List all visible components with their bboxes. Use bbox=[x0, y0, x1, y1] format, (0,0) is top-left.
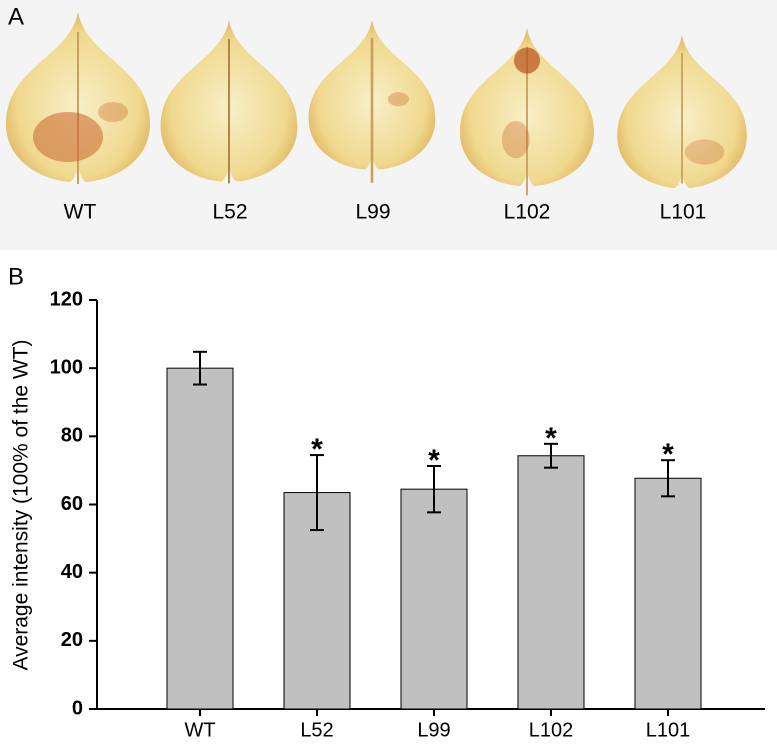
significance-marker: * bbox=[311, 433, 323, 466]
error-bar bbox=[661, 459, 675, 498]
leaf-label: L99 bbox=[355, 201, 390, 224]
leaf bbox=[460, 28, 594, 196]
significance-marker: * bbox=[428, 444, 440, 477]
leaf-labels: WT L52 L99 L102 L101 bbox=[64, 201, 707, 224]
leaves bbox=[6, 12, 747, 196]
bar bbox=[166, 367, 234, 710]
y-tick-label: 60 bbox=[61, 493, 83, 515]
leaf-label: L52 bbox=[212, 201, 247, 224]
bar bbox=[400, 488, 468, 710]
plot: 0 20 40 60 80 100 120 WT L52 * L99 * L102 * L101 * bbox=[50, 288, 765, 741]
significance-marker: * bbox=[545, 422, 557, 455]
significance-marker: * bbox=[662, 438, 674, 471]
error-bar bbox=[310, 454, 324, 532]
x-tick-label: L99 bbox=[417, 719, 450, 741]
x-tick-label: L52 bbox=[300, 719, 333, 741]
error-bar bbox=[193, 350, 207, 386]
bar bbox=[517, 455, 585, 710]
y-tick-label: 40 bbox=[61, 561, 83, 583]
y-tick-label: 100 bbox=[50, 356, 83, 378]
leaf bbox=[160, 20, 298, 184]
error-bar bbox=[427, 464, 441, 514]
leaf-label: WT bbox=[64, 201, 97, 224]
y-tick-label: 120 bbox=[50, 288, 83, 310]
leaf-label: L102 bbox=[504, 201, 551, 224]
bar bbox=[634, 477, 702, 710]
x-tick-label: L101 bbox=[646, 719, 691, 741]
x-tick-label: WT bbox=[184, 719, 215, 741]
error-bar bbox=[544, 442, 558, 469]
panel-label: A bbox=[8, 3, 24, 30]
y-tick-label: 80 bbox=[61, 425, 83, 447]
y-tick-label: 0 bbox=[72, 697, 83, 719]
panel-label: B bbox=[8, 263, 24, 290]
leaf-label: L101 bbox=[660, 201, 707, 224]
y-axis-label: Average intensity (100% of the WT) bbox=[10, 339, 33, 670]
y-tick-label: 20 bbox=[61, 629, 83, 651]
leaf bbox=[6, 12, 150, 184]
leaf bbox=[617, 35, 747, 188]
leaf bbox=[308, 20, 436, 183]
x-tick-label: L102 bbox=[529, 719, 574, 741]
